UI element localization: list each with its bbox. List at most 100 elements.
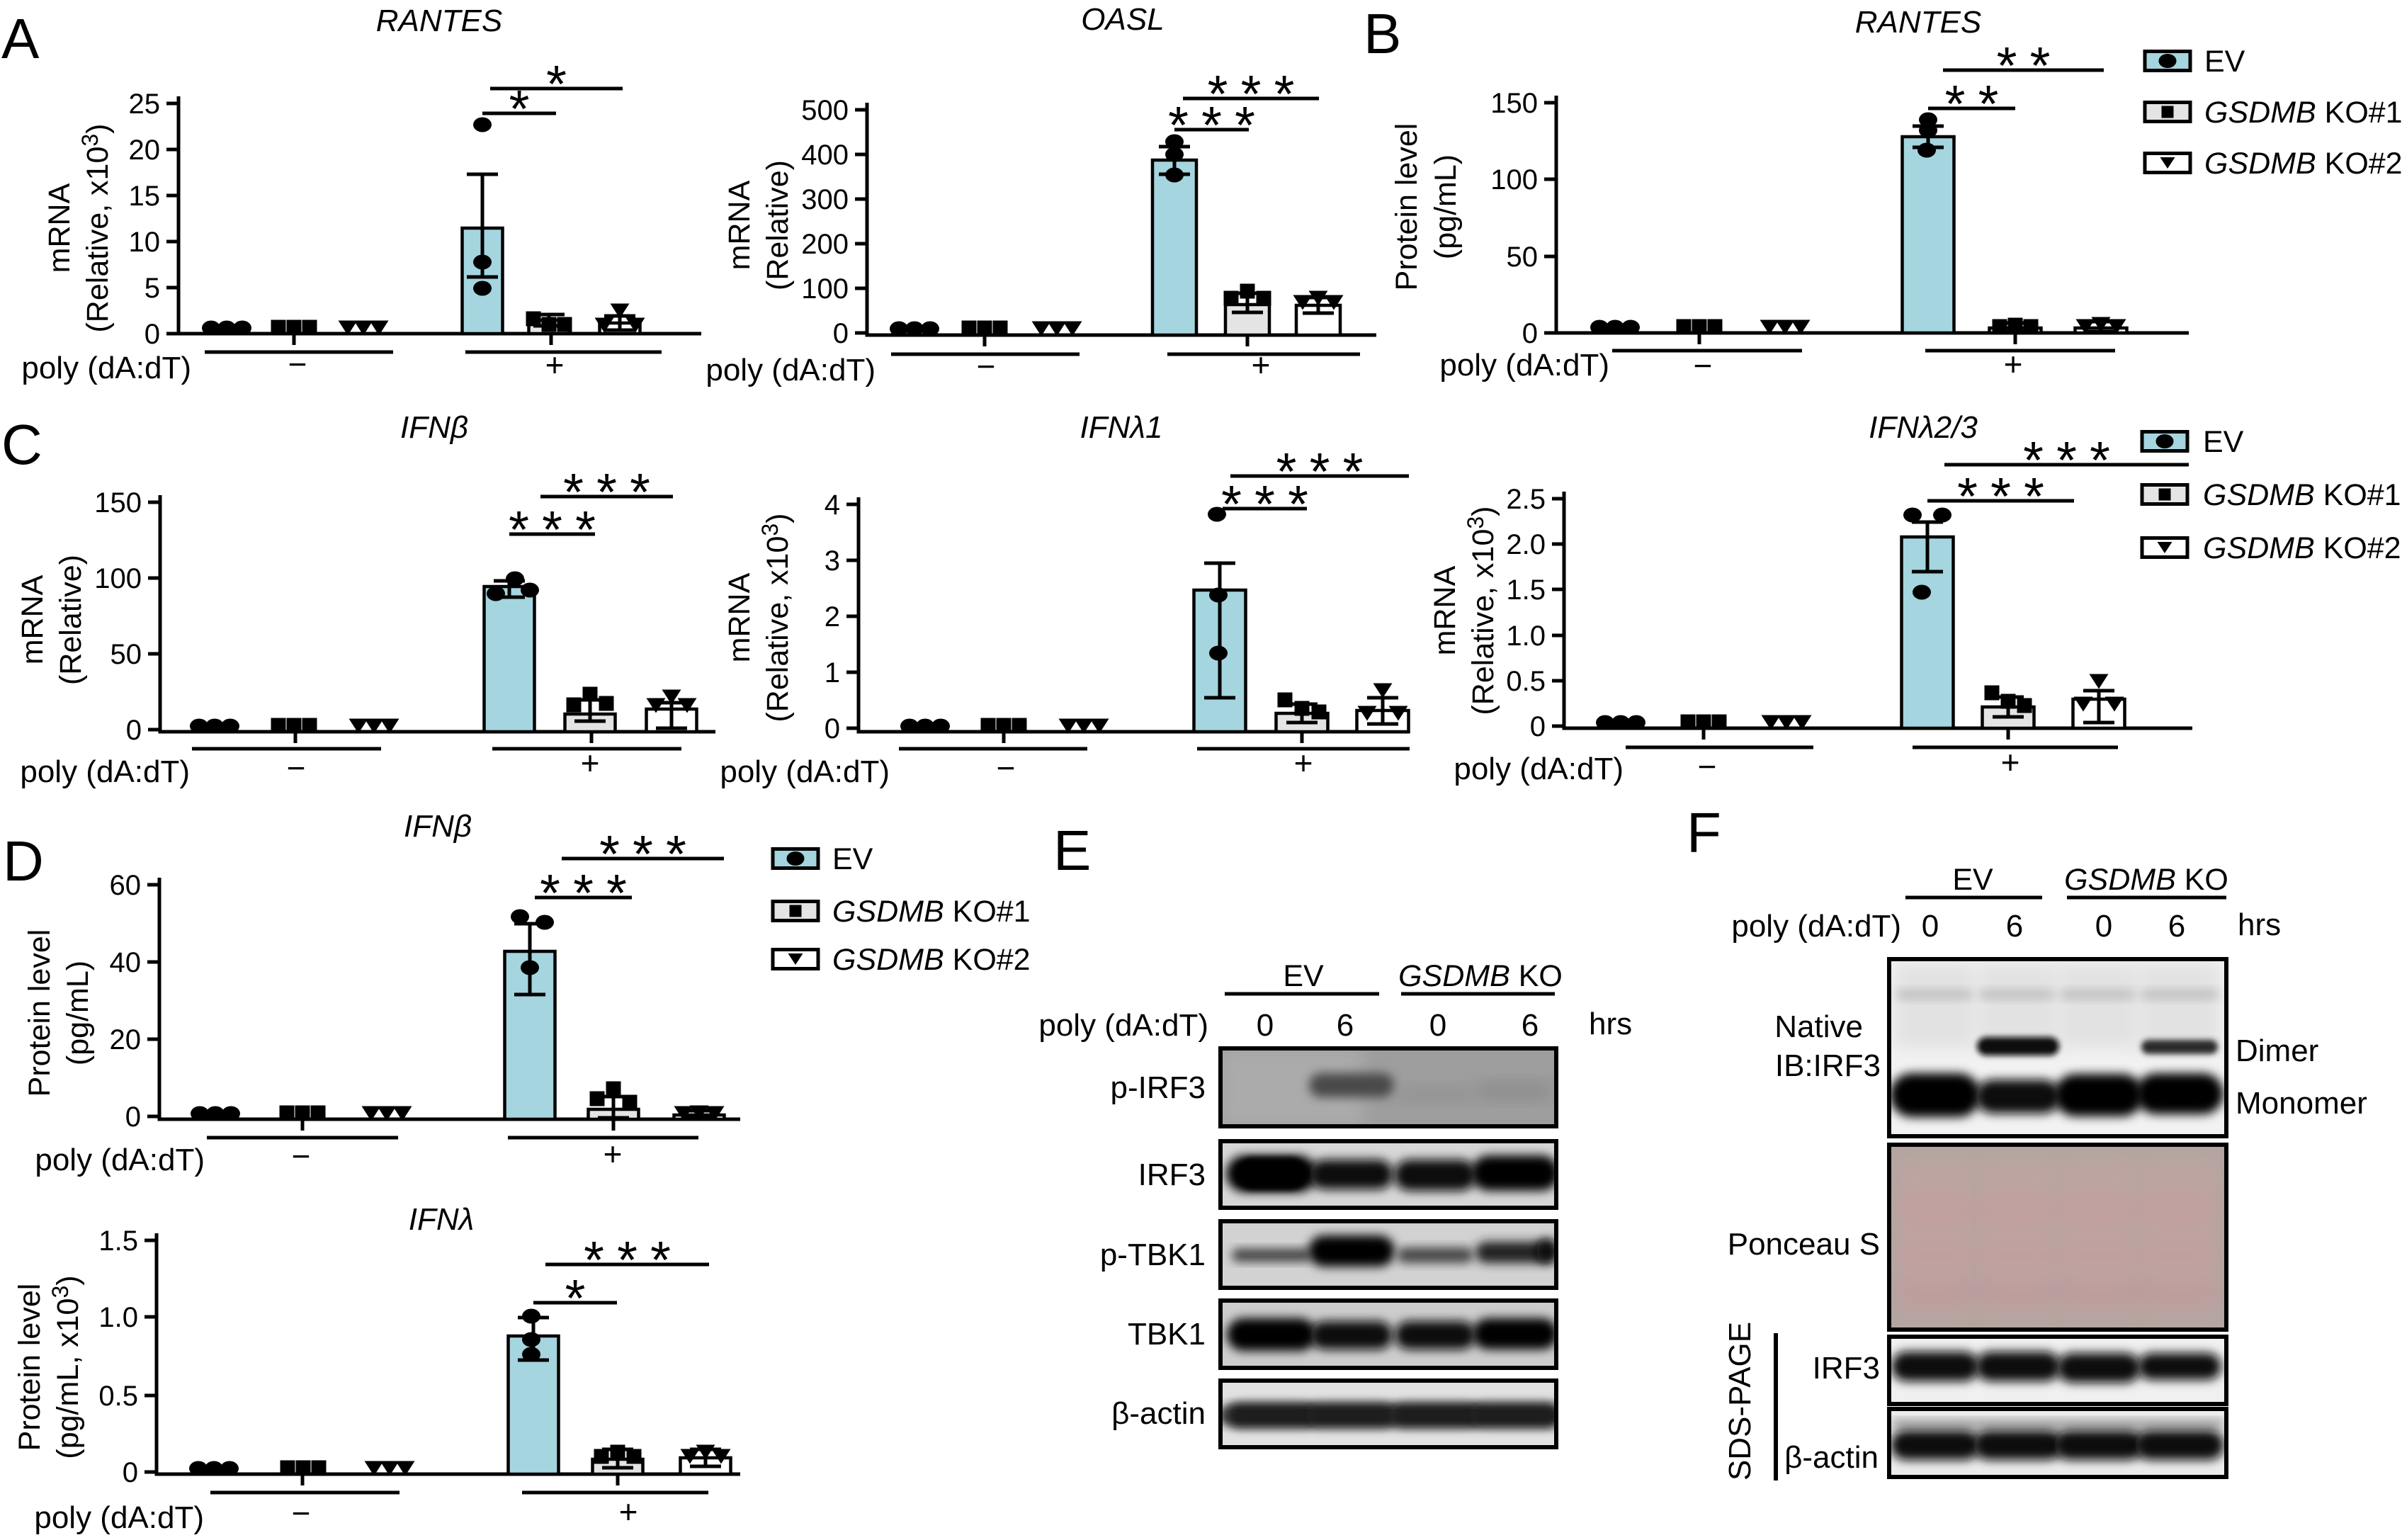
svg-text:100: 100 xyxy=(801,273,849,305)
svg-text:poly (dA:dT): poly (dA:dT) xyxy=(1731,909,1901,944)
svg-text:EV: EV xyxy=(1283,959,1324,993)
svg-text:200: 200 xyxy=(801,229,849,260)
svg-text:6: 6 xyxy=(2006,909,2023,944)
svg-text:*: * xyxy=(617,1230,638,1289)
svg-text:IRF3: IRF3 xyxy=(1813,1351,1880,1386)
svg-text:*: * xyxy=(1276,442,1297,501)
svg-text:*: * xyxy=(2030,36,2051,95)
svg-text:*: * xyxy=(542,500,562,559)
svg-text:*: * xyxy=(1997,36,2017,95)
svg-text:GSDMB KO#2: GSDMB KO#2 xyxy=(2204,147,2402,181)
svg-text:40: 40 xyxy=(110,947,142,978)
svg-text:(Relative): (Relative) xyxy=(54,555,88,685)
svg-text:100: 100 xyxy=(94,563,142,594)
svg-text:−: − xyxy=(1694,347,1713,384)
svg-text:GSDMB KO#1: GSDMB KO#1 xyxy=(2204,96,2402,130)
svg-text:*: * xyxy=(1274,64,1295,123)
svg-text:*: * xyxy=(546,55,567,113)
svg-text:20: 20 xyxy=(129,135,161,166)
svg-text:1: 1 xyxy=(825,657,840,689)
svg-text:*: * xyxy=(2024,467,2044,526)
svg-text:0: 0 xyxy=(2095,909,2112,944)
svg-text:EV: EV xyxy=(832,842,873,876)
svg-text:*: * xyxy=(1957,467,1978,526)
svg-text:RANTES: RANTES xyxy=(1855,5,1981,40)
svg-text:6: 6 xyxy=(2168,909,2185,944)
svg-text:10: 10 xyxy=(129,227,161,258)
svg-text:−: − xyxy=(292,1495,311,1531)
svg-text:A: A xyxy=(1,7,40,70)
svg-text:Protein level: Protein level xyxy=(23,929,57,1097)
svg-text:300: 300 xyxy=(801,184,849,215)
svg-text:+: + xyxy=(604,1136,623,1172)
svg-text:*: * xyxy=(1310,442,1330,501)
svg-text:poly (dA:dT): poly (dA:dT) xyxy=(720,754,890,789)
svg-text:20: 20 xyxy=(110,1024,142,1055)
svg-text:+: + xyxy=(1252,346,1271,383)
svg-text:EV: EV xyxy=(2204,45,2245,79)
svg-text:RANTES: RANTES xyxy=(376,4,502,38)
svg-text:−: − xyxy=(1698,748,1717,785)
svg-text:TBK1: TBK1 xyxy=(1128,1317,1206,1352)
svg-text:150: 150 xyxy=(94,487,142,519)
svg-text:6: 6 xyxy=(1337,1008,1354,1043)
svg-text:−: − xyxy=(977,348,996,385)
svg-text:mRNA: mRNA xyxy=(723,572,757,662)
svg-text:IFNβ: IFNβ xyxy=(404,809,472,844)
svg-text:GSDMB KO: GSDMB KO xyxy=(1398,959,1563,993)
svg-text:IFNλ: IFNλ xyxy=(409,1202,475,1237)
svg-text:(pg/mL): (pg/mL) xyxy=(1429,154,1463,259)
svg-text:60: 60 xyxy=(110,870,142,901)
svg-text:−: − xyxy=(292,1138,311,1174)
svg-text:*: * xyxy=(540,864,560,922)
svg-text:*: * xyxy=(509,500,529,559)
svg-text:50: 50 xyxy=(1507,242,1539,273)
svg-text:2.5: 2.5 xyxy=(1506,484,1546,515)
svg-text:IB:IRF3: IB:IRF3 xyxy=(1775,1048,1881,1083)
svg-text:poly (dA:dT): poly (dA:dT) xyxy=(35,1143,205,1177)
svg-text:SDS-PAGE: SDS-PAGE xyxy=(1723,1322,1757,1480)
svg-text:*: * xyxy=(1990,467,2011,526)
svg-text:(pg/mL, x103): (pg/mL, x103) xyxy=(47,1275,85,1459)
svg-text:mRNA: mRNA xyxy=(16,574,50,664)
svg-text:hrs: hrs xyxy=(2238,907,2281,942)
svg-text:mRNA: mRNA xyxy=(1428,565,1462,655)
svg-text:25: 25 xyxy=(129,89,161,120)
svg-text:*: * xyxy=(606,864,627,922)
svg-text:0: 0 xyxy=(825,713,840,744)
svg-text:+: + xyxy=(581,744,600,781)
svg-text:*: * xyxy=(2023,431,2044,489)
svg-text:*: * xyxy=(596,463,617,521)
svg-text:+: + xyxy=(2001,744,2020,781)
svg-text:2: 2 xyxy=(825,601,840,633)
svg-text:*: * xyxy=(563,463,584,521)
svg-text:*: * xyxy=(2056,431,2077,489)
svg-text:poly (dA:dT): poly (dA:dT) xyxy=(1439,348,1609,383)
svg-text:GSDMB KO: GSDMB KO xyxy=(2064,863,2228,897)
svg-text:hrs: hrs xyxy=(1589,1007,1632,1041)
svg-text:0: 0 xyxy=(123,1457,138,1488)
svg-text:poly (dA:dT): poly (dA:dT) xyxy=(21,351,191,385)
svg-text:*: * xyxy=(2090,431,2110,489)
svg-text:β-actin: β-actin xyxy=(1111,1396,1206,1431)
svg-text:*: * xyxy=(1343,442,1364,501)
svg-text:*: * xyxy=(650,1230,671,1289)
svg-text:*: * xyxy=(1978,74,1999,133)
svg-text:*: * xyxy=(1945,74,1966,133)
svg-text:p-TBK1: p-TBK1 xyxy=(1100,1238,1206,1272)
svg-text:100: 100 xyxy=(1490,164,1538,196)
svg-text:IRF3: IRF3 xyxy=(1138,1157,1206,1192)
svg-text:1.0: 1.0 xyxy=(98,1302,138,1333)
svg-text:−: − xyxy=(288,346,307,383)
svg-text:1.0: 1.0 xyxy=(1506,621,1546,652)
svg-text:2.0: 2.0 xyxy=(1506,529,1546,560)
svg-text:*: * xyxy=(1235,96,1255,154)
svg-text:IFNλ1: IFNλ1 xyxy=(1080,410,1162,445)
svg-text:IFNλ2/3: IFNλ2/3 xyxy=(1869,410,1978,445)
svg-text:0: 0 xyxy=(125,1102,141,1133)
svg-text:OASL: OASL xyxy=(1081,2,1164,37)
svg-text:*: * xyxy=(573,864,594,922)
svg-text:Dimer: Dimer xyxy=(2236,1034,2318,1068)
svg-text:GSDMB KO#2: GSDMB KO#2 xyxy=(832,943,1031,977)
svg-text:0: 0 xyxy=(145,319,160,350)
